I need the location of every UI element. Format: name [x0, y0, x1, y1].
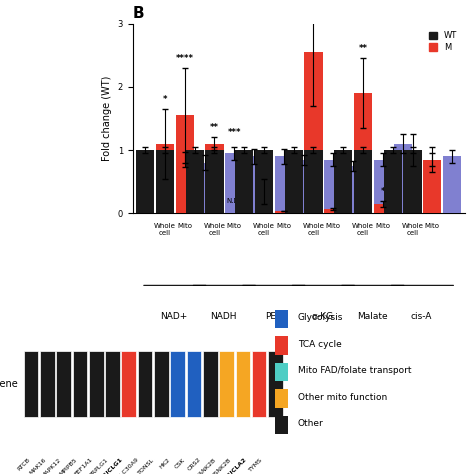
- Text: RTCB: RTCB: [17, 457, 31, 472]
- Bar: [136, 150, 154, 213]
- Text: ***: ***: [228, 128, 241, 137]
- Bar: [443, 156, 461, 213]
- FancyBboxPatch shape: [24, 351, 38, 417]
- FancyBboxPatch shape: [275, 416, 288, 434]
- Text: MAPK12: MAPK12: [41, 457, 63, 474]
- FancyBboxPatch shape: [138, 351, 153, 417]
- Bar: [195, 163, 214, 213]
- FancyBboxPatch shape: [187, 351, 201, 417]
- FancyBboxPatch shape: [170, 351, 185, 417]
- Bar: [344, 166, 362, 213]
- FancyBboxPatch shape: [219, 351, 234, 417]
- Bar: [354, 150, 372, 213]
- Bar: [245, 156, 263, 213]
- Text: SUCLG1: SUCLG1: [101, 457, 124, 474]
- Bar: [354, 93, 372, 213]
- Text: NADH: NADH: [210, 312, 237, 321]
- Bar: [205, 150, 224, 213]
- Bar: [156, 150, 174, 213]
- FancyBboxPatch shape: [275, 310, 288, 328]
- Bar: [294, 160, 313, 213]
- Bar: [205, 144, 224, 213]
- Bar: [156, 144, 174, 213]
- FancyBboxPatch shape: [236, 351, 250, 417]
- Bar: [324, 160, 342, 213]
- Text: PEP: PEP: [265, 312, 281, 321]
- Text: Gene: Gene: [0, 379, 18, 389]
- Bar: [423, 160, 441, 213]
- Text: *: *: [381, 187, 385, 196]
- Bar: [383, 150, 402, 213]
- FancyBboxPatch shape: [105, 351, 120, 417]
- Bar: [403, 150, 421, 213]
- Text: Mito FAD/folate transport: Mito FAD/folate transport: [298, 366, 411, 375]
- Bar: [423, 160, 441, 213]
- Bar: [255, 150, 273, 213]
- Y-axis label: Fold change (WT): Fold change (WT): [102, 76, 112, 161]
- Text: N.D.: N.D.: [227, 198, 242, 204]
- Text: EANK2B: EANK2B: [196, 457, 217, 474]
- Bar: [374, 204, 392, 213]
- FancyBboxPatch shape: [40, 351, 55, 417]
- Text: Other: Other: [298, 419, 323, 428]
- FancyBboxPatch shape: [275, 363, 288, 381]
- Text: cis-A: cis-A: [411, 312, 432, 321]
- Bar: [334, 150, 352, 213]
- Text: **: **: [259, 164, 268, 173]
- Text: TONSL: TONSL: [137, 457, 155, 474]
- Text: CSNK2B: CSNK2B: [211, 457, 233, 474]
- Text: SLC30A9: SLC30A9: [117, 457, 140, 474]
- Bar: [185, 150, 204, 213]
- Bar: [374, 160, 392, 213]
- FancyBboxPatch shape: [154, 351, 169, 417]
- Text: ERPLG1: ERPLG1: [88, 457, 109, 474]
- Text: CRS2: CRS2: [186, 457, 202, 472]
- Text: HK2: HK2: [158, 457, 171, 470]
- FancyBboxPatch shape: [73, 351, 87, 417]
- Text: **: **: [210, 123, 219, 132]
- Bar: [275, 156, 293, 213]
- FancyBboxPatch shape: [203, 351, 218, 417]
- Text: *: *: [163, 95, 167, 104]
- Bar: [304, 150, 322, 213]
- Bar: [304, 52, 322, 213]
- Text: MAK16: MAK16: [28, 457, 47, 474]
- Text: Malate: Malate: [357, 312, 387, 321]
- Bar: [176, 160, 194, 213]
- Text: CSK: CSK: [174, 457, 186, 469]
- Bar: [225, 153, 243, 213]
- FancyBboxPatch shape: [56, 351, 71, 417]
- FancyBboxPatch shape: [252, 351, 266, 417]
- Text: ****: ****: [176, 54, 194, 63]
- Text: α-KG: α-KG: [311, 312, 334, 321]
- Bar: [176, 115, 194, 213]
- Text: **: **: [358, 45, 367, 54]
- Text: TCA cycle: TCA cycle: [298, 340, 341, 348]
- Bar: [284, 150, 303, 213]
- Bar: [403, 150, 421, 213]
- FancyBboxPatch shape: [268, 351, 283, 417]
- Text: Other mito function: Other mito function: [298, 393, 387, 401]
- Text: Glycolysis: Glycolysis: [298, 313, 343, 322]
- Text: NAD+: NAD+: [160, 312, 188, 321]
- Legend: WT, M: WT, M: [426, 28, 460, 55]
- Bar: [393, 144, 412, 213]
- FancyBboxPatch shape: [89, 351, 103, 417]
- FancyBboxPatch shape: [121, 351, 136, 417]
- Bar: [235, 150, 253, 213]
- Text: MPIPB5: MPIPB5: [58, 457, 78, 474]
- FancyBboxPatch shape: [275, 389, 288, 408]
- Bar: [275, 211, 293, 213]
- Text: SUCLA2: SUCLA2: [225, 457, 248, 474]
- Text: B: B: [133, 6, 145, 21]
- Bar: [255, 191, 273, 213]
- Bar: [324, 209, 342, 213]
- Text: TYMS: TYMS: [248, 457, 264, 473]
- Text: EEF1A1: EEF1A1: [73, 457, 93, 474]
- FancyBboxPatch shape: [275, 336, 288, 355]
